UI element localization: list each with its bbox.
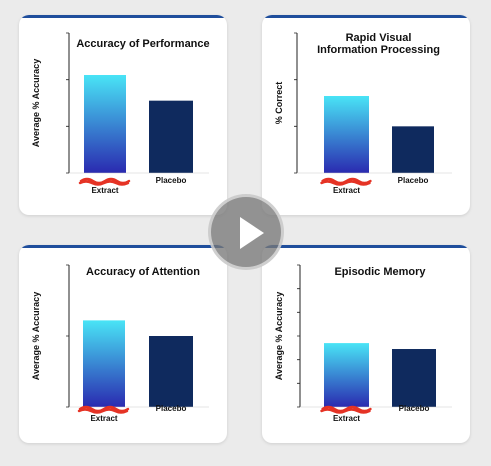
panel-top-line [19, 15, 227, 18]
chart-panel-accuracy-of-performance: Accuracy of Performance Average % Accurac… [19, 15, 227, 215]
chart-title-line: Accuracy of Attention [86, 266, 200, 278]
play-button[interactable] [208, 194, 284, 270]
chart-panel-rapid-visual-information-processing: Rapid Visual Information Processing % Corr… [262, 15, 470, 215]
chart-title-line: Rapid Visual [346, 32, 412, 44]
redaction-scribble [78, 177, 131, 186]
panel-top-line [262, 15, 470, 18]
bar-extract [83, 320, 125, 407]
redaction-scribble [77, 405, 130, 414]
y-axis-label: Average % Accuracy [31, 292, 41, 380]
chart-title-line: Information Processing [317, 44, 440, 56]
bar-extract [84, 75, 126, 173]
chart-title: Accuracy of Attention [86, 266, 200, 278]
play-icon [240, 217, 264, 249]
chart-accuracy-of-attention: Accuracy of Attention Average % Accuracy E… [31, 264, 209, 423]
x-category-label: Extract [90, 414, 117, 423]
redaction-scribble [320, 405, 372, 414]
x-category-label: Extract [333, 186, 360, 195]
y-axis-label: % Correct [274, 82, 284, 125]
x-category-label: Placebo [156, 176, 187, 185]
bar-placebo [392, 126, 434, 173]
bar-placebo [149, 336, 193, 407]
chart-panel-accuracy-of-attention: Accuracy of Attention Average % Accuracy E… [19, 245, 227, 443]
panel-top-line [262, 245, 470, 248]
x-category-label: Placebo [398, 176, 429, 185]
chart-rapid-visual-information-processing: Rapid Visual Information Processing % Corr… [274, 32, 452, 195]
y-axis-label: Average % Accuracy [274, 292, 284, 380]
chart-title-line: Accuracy of Performance [76, 38, 209, 50]
x-category-label: Placebo [156, 404, 187, 413]
panel-top-line [19, 245, 227, 248]
chart-episodic-memory: Episodic Memory Average % Accuracy Extract… [274, 264, 452, 423]
bar-extract [324, 343, 369, 407]
chart-title: Rapid Visual Information Processing [317, 32, 440, 56]
chart-title: Accuracy of Performance [76, 38, 209, 50]
chart-title: Episodic Memory [334, 266, 426, 278]
bar-placebo [149, 100, 193, 173]
bar-extract [324, 96, 369, 173]
chart-accuracy-of-performance: Accuracy of Performance Average % Accurac… [31, 32, 210, 195]
redaction-scribble [320, 177, 372, 186]
x-category-label: Extract [333, 414, 360, 423]
x-category-label: Extract [91, 186, 118, 195]
y-axis-label: Average % Accuracy [31, 59, 41, 147]
chart-title-line: Episodic Memory [334, 266, 426, 278]
chart-panel-episodic-memory: Episodic Memory Average % Accuracy Extract… [262, 245, 470, 443]
bar-placebo [392, 349, 436, 407]
x-category-label: Placebo [399, 404, 430, 413]
